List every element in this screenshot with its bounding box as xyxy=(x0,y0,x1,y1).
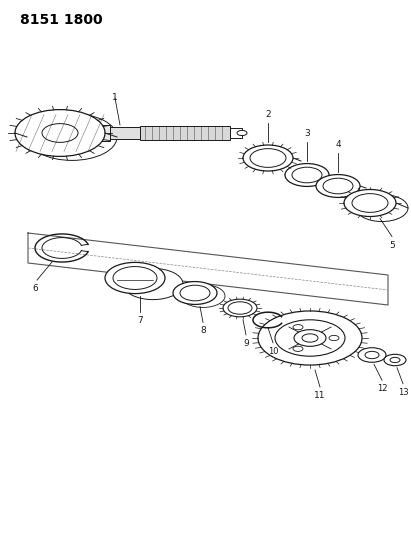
Ellipse shape xyxy=(292,167,322,183)
Ellipse shape xyxy=(180,285,210,301)
Ellipse shape xyxy=(113,266,157,289)
Ellipse shape xyxy=(365,351,379,359)
Ellipse shape xyxy=(344,189,396,216)
Bar xyxy=(140,126,230,140)
Ellipse shape xyxy=(293,346,303,351)
Ellipse shape xyxy=(323,178,353,194)
Ellipse shape xyxy=(329,335,339,341)
Ellipse shape xyxy=(294,330,326,346)
Text: 4: 4 xyxy=(335,140,341,149)
Ellipse shape xyxy=(356,195,408,222)
Ellipse shape xyxy=(275,320,345,356)
Text: 8: 8 xyxy=(200,326,206,335)
Ellipse shape xyxy=(352,193,388,212)
Bar xyxy=(110,127,140,139)
Text: 13: 13 xyxy=(398,387,408,397)
Text: 7: 7 xyxy=(137,316,143,325)
Ellipse shape xyxy=(237,131,247,135)
Ellipse shape xyxy=(293,325,303,330)
Bar xyxy=(230,128,242,138)
Text: 1: 1 xyxy=(112,93,118,102)
Ellipse shape xyxy=(390,358,400,362)
Bar xyxy=(70,125,110,141)
Ellipse shape xyxy=(42,124,78,142)
Ellipse shape xyxy=(358,348,386,362)
Text: 12: 12 xyxy=(377,384,387,393)
Text: 2: 2 xyxy=(265,110,271,119)
Ellipse shape xyxy=(173,281,217,304)
Text: 6: 6 xyxy=(32,284,38,293)
Text: 11: 11 xyxy=(314,391,326,400)
Ellipse shape xyxy=(302,334,318,342)
Ellipse shape xyxy=(181,285,225,308)
Ellipse shape xyxy=(223,299,257,317)
Ellipse shape xyxy=(384,354,406,366)
Ellipse shape xyxy=(258,311,362,365)
Ellipse shape xyxy=(243,145,293,171)
Ellipse shape xyxy=(123,269,183,300)
Ellipse shape xyxy=(105,262,165,294)
Ellipse shape xyxy=(15,110,105,156)
Text: 8151 1800: 8151 1800 xyxy=(20,13,103,27)
Text: 9: 9 xyxy=(243,339,249,348)
Ellipse shape xyxy=(285,164,329,187)
Ellipse shape xyxy=(228,302,252,314)
Ellipse shape xyxy=(27,114,117,160)
Text: 3: 3 xyxy=(304,128,310,138)
Ellipse shape xyxy=(250,149,286,167)
Ellipse shape xyxy=(316,175,360,197)
Text: 5: 5 xyxy=(389,240,395,249)
Text: 10: 10 xyxy=(268,347,278,356)
